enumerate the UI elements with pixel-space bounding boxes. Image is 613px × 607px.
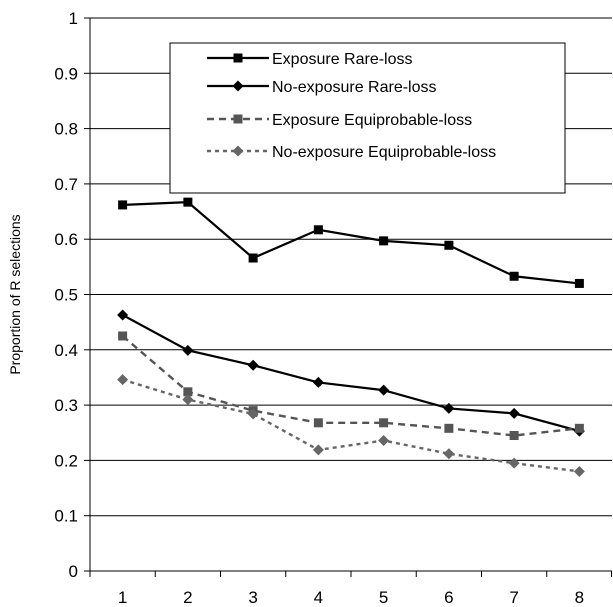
legend-label: No-exposure Rare-loss	[272, 79, 437, 96]
data-point	[117, 374, 129, 386]
data-point	[313, 225, 323, 235]
data-point	[574, 278, 584, 288]
x-tick-label: 8	[575, 588, 584, 607]
series-4	[117, 374, 585, 477]
data-point	[443, 402, 455, 414]
data-point	[183, 197, 193, 207]
data-point	[379, 236, 389, 246]
data-point	[378, 434, 390, 446]
legend-swatch-marker	[233, 53, 243, 63]
x-tick-label: 1	[118, 588, 127, 607]
y-tick-label: 0.1	[54, 507, 78, 526]
data-point	[182, 394, 194, 406]
series-line	[122, 378, 580, 473]
y-tick-labels: 0 0.1 0.2 0.3 0.4 0.5 0.6 0.7 0.8 0.9 1	[54, 9, 90, 581]
y-tick-label: 0.2	[54, 451, 78, 470]
legend-label: Exposure Rare-loss	[272, 51, 413, 68]
data-point	[118, 331, 128, 341]
legend-swatch-marker	[232, 145, 244, 157]
y-tick-label: 0.3	[54, 396, 78, 415]
legend-label: Exposure Equiprobable-loss	[272, 112, 472, 129]
series-line	[121, 335, 580, 437]
series-1	[118, 197, 584, 288]
data-point	[509, 271, 519, 281]
data-point	[183, 387, 193, 397]
legend-label: No-exposure Equiprobable-loss	[272, 144, 496, 161]
y-axis-title: Proportion of R selections	[7, 214, 23, 374]
data-point	[508, 457, 520, 469]
data-point	[248, 253, 258, 263]
y-tick-label: 0.8	[54, 120, 78, 139]
y-tick-label: 0.5	[54, 286, 78, 305]
x-tick-label: 5	[379, 588, 388, 607]
y-tick-label: 0.7	[54, 175, 78, 194]
series-group	[117, 197, 585, 477]
data-point	[443, 448, 455, 460]
data-point	[247, 359, 259, 371]
data-point	[378, 384, 390, 396]
y-tick-label: 1	[69, 9, 78, 28]
x-tick-label: 6	[444, 588, 453, 607]
data-point	[444, 240, 454, 250]
legend-swatch-marker	[232, 80, 244, 92]
x-tick-label: 3	[248, 588, 257, 607]
data-point	[247, 408, 259, 420]
series-line	[122, 313, 580, 433]
data-point	[312, 444, 324, 456]
data-point	[182, 344, 194, 356]
y-tick-label: 0.6	[54, 230, 78, 249]
data-point	[444, 423, 454, 433]
data-point	[118, 200, 128, 210]
legend-box	[169, 42, 566, 194]
data-point	[313, 418, 323, 428]
data-point	[574, 423, 584, 433]
data-point	[379, 418, 389, 428]
data-point	[117, 309, 129, 321]
y-tick-label: 0	[69, 562, 78, 581]
data-point	[508, 407, 520, 419]
legend-swatch-marker	[233, 114, 243, 124]
series-2	[117, 309, 585, 437]
y-tick-label: 0.9	[54, 64, 78, 83]
y-tick-label: 0.4	[54, 341, 78, 360]
x-tick-label: 7	[509, 588, 518, 607]
x-tick-labels: 1 2 3 4 5 6 7 8	[89, 571, 612, 607]
x-tick-label: 4	[314, 588, 323, 607]
data-point	[573, 465, 585, 477]
x-tick-label: 2	[183, 588, 192, 607]
data-point	[509, 431, 519, 441]
legend: Exposure Rare-loss No-exposure Rare-loss E…	[169, 42, 566, 194]
series-line	[122, 201, 580, 285]
data-point	[312, 376, 324, 388]
